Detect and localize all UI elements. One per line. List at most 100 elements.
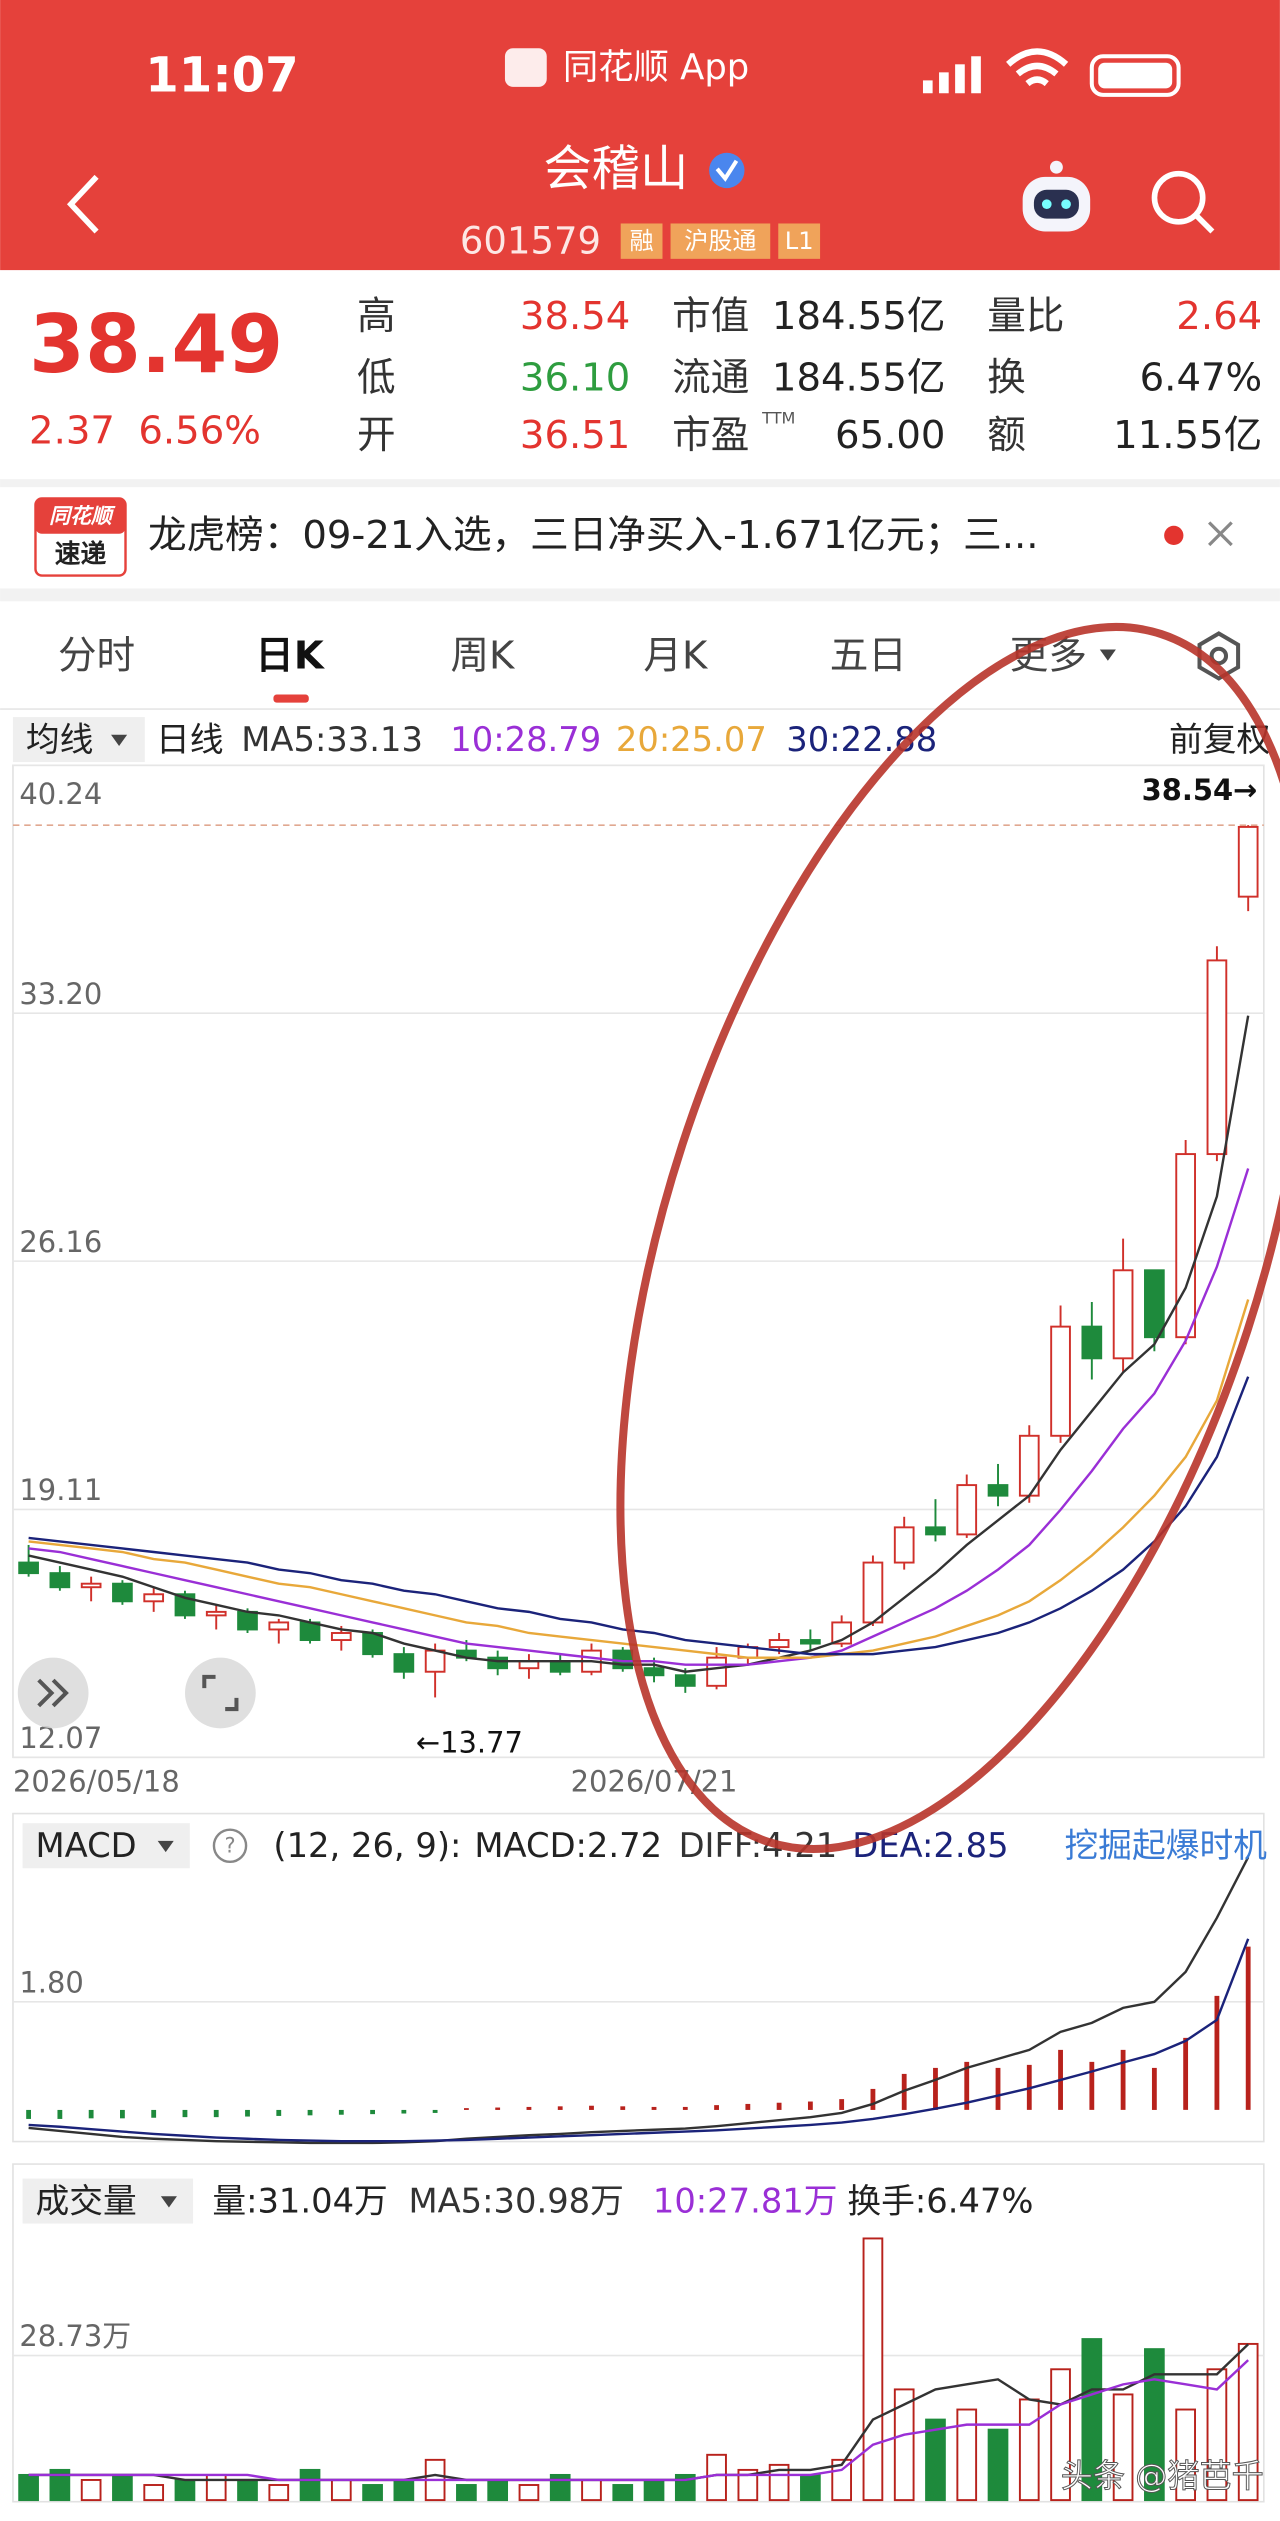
tag: L1 bbox=[785, 227, 814, 255]
stat-value: 2.64 bbox=[1176, 294, 1262, 339]
tab-indicator bbox=[273, 694, 309, 703]
volume-bar bbox=[1112, 2393, 1134, 2502]
candle-body bbox=[987, 1484, 1009, 1497]
ma-line bbox=[28, 1938, 1250, 2143]
back-button[interactable] bbox=[66, 174, 99, 234]
status-time: 11:07 bbox=[145, 48, 299, 104]
indicator-link[interactable]: 挖掘起爆时机 bbox=[1065, 1826, 1268, 1865]
tag: 融 bbox=[630, 227, 654, 255]
macd-panel-frame bbox=[12, 1812, 1265, 2143]
news-badge-bottom: 速递 bbox=[55, 539, 107, 570]
candle-body bbox=[956, 1484, 978, 1536]
volume-bar bbox=[1206, 2368, 1228, 2502]
legend-item: MA5:33.13 bbox=[241, 720, 423, 759]
stat-label: 量比 bbox=[987, 294, 1064, 339]
stat-label: 低 bbox=[357, 355, 396, 400]
stat-label: 市值 bbox=[672, 294, 749, 339]
x-tick-label: 2026/05/18 bbox=[13, 1764, 180, 1798]
legend-item: MA5:30.98万 bbox=[408, 2182, 623, 2221]
app-icon bbox=[504, 48, 547, 87]
indicator-params: (12, 26, 9): bbox=[273, 1826, 461, 1865]
candle-body bbox=[643, 1667, 665, 1677]
legend-item: DEA:2.85 bbox=[852, 1826, 1008, 1865]
tab[interactable]: 月K bbox=[643, 633, 709, 678]
candle-body bbox=[862, 1561, 884, 1624]
volume-bar bbox=[674, 2473, 696, 2502]
volume-bar bbox=[49, 2468, 71, 2502]
robot-button[interactable] bbox=[1022, 160, 1091, 232]
volume-bar bbox=[1237, 2342, 1259, 2502]
volume-bar bbox=[768, 2463, 790, 2502]
volume-bar bbox=[518, 2484, 540, 2502]
price-change-pct: 6.56% bbox=[138, 408, 261, 453]
fullscreen-icon bbox=[202, 1674, 239, 1712]
volume-bar bbox=[1081, 2338, 1103, 2502]
tag-bg bbox=[670, 223, 771, 259]
divider bbox=[0, 588, 1280, 602]
more-caret bbox=[1099, 649, 1116, 661]
stat-label: 换 bbox=[987, 355, 1026, 400]
wifi-icon bbox=[1006, 48, 1069, 87]
pe-note: TTM bbox=[761, 409, 795, 428]
legend-item: 10:28.79 bbox=[450, 720, 601, 759]
dropdown-caret bbox=[111, 734, 128, 747]
volume-bar bbox=[205, 2473, 227, 2502]
candle-body bbox=[1175, 1153, 1196, 1339]
volume-bar bbox=[612, 2484, 634, 2502]
divider bbox=[0, 479, 1280, 488]
x-tick-label: 2026/07/21 bbox=[571, 1764, 738, 1798]
watermark: 头条 @猪芭千 bbox=[1061, 2457, 1264, 2495]
volume-bar bbox=[737, 2468, 759, 2502]
tab[interactable]: 五日 bbox=[830, 633, 907, 678]
search-button[interactable] bbox=[1151, 170, 1215, 234]
volume-bar bbox=[237, 2479, 258, 2502]
candle-body bbox=[674, 1674, 696, 1687]
expand-icon bbox=[37, 1678, 69, 1708]
stat-value: 36.10 bbox=[520, 355, 630, 400]
volume-bar bbox=[1175, 2408, 1196, 2502]
candle-body bbox=[1206, 959, 1228, 1156]
close-button[interactable] bbox=[1208, 521, 1233, 547]
volume-bar bbox=[487, 2479, 509, 2502]
tab[interactable]: 周K bbox=[450, 633, 516, 678]
volume-panel-frame bbox=[12, 2163, 1265, 2503]
candle-body bbox=[706, 1656, 727, 1687]
volume-bar bbox=[549, 2473, 571, 2502]
tab-active[interactable]: 日K bbox=[255, 633, 326, 678]
candle-body bbox=[393, 1653, 415, 1673]
candle-body bbox=[268, 1621, 290, 1631]
tab[interactable]: 分时 bbox=[58, 633, 135, 678]
stat-value: 11.55亿 bbox=[1113, 413, 1262, 458]
volume-bar bbox=[706, 2453, 727, 2502]
settings-button[interactable] bbox=[1197, 631, 1241, 681]
volume-bar bbox=[925, 2418, 946, 2502]
help-icon[interactable] bbox=[212, 1828, 248, 1864]
candle-body bbox=[1144, 1269, 1165, 1339]
stock-name: 会稽山 bbox=[544, 141, 689, 197]
candle-body bbox=[237, 1610, 258, 1631]
adjust-label[interactable]: 前复权 bbox=[1169, 720, 1270, 759]
fullscreen-button[interactable] bbox=[184, 1657, 256, 1729]
ma-selector[interactable]: 均线 bbox=[26, 720, 94, 759]
volume-bar bbox=[393, 2479, 415, 2502]
candle-body bbox=[112, 1582, 133, 1603]
min-price-label: ←13.77 bbox=[416, 1725, 523, 1759]
volume-bar bbox=[862, 2237, 884, 2502]
volume-bar bbox=[987, 2428, 1009, 2502]
candle-body bbox=[80, 1582, 102, 1589]
turnover: 换手:6.47% bbox=[847, 2182, 1033, 2221]
max-price-label: 38.54→ bbox=[1142, 773, 1258, 807]
volume-bar bbox=[800, 2473, 821, 2502]
verified-badge bbox=[709, 152, 745, 189]
candle-body bbox=[424, 1649, 446, 1673]
verified-check bbox=[715, 159, 739, 182]
news-row[interactable]: 同花顺 速递 龙虎榜：09-21入选，三日净买入-1.671亿元；三... bbox=[34, 497, 1039, 577]
y-tick-label: 40.24 bbox=[19, 777, 102, 811]
stat-label: 开 bbox=[357, 413, 396, 458]
candle-body bbox=[1050, 1325, 1071, 1437]
news-badge-top: 同花顺 bbox=[49, 504, 116, 528]
ma-line bbox=[28, 2359, 1249, 2482]
volume-bar bbox=[1018, 2398, 1040, 2502]
